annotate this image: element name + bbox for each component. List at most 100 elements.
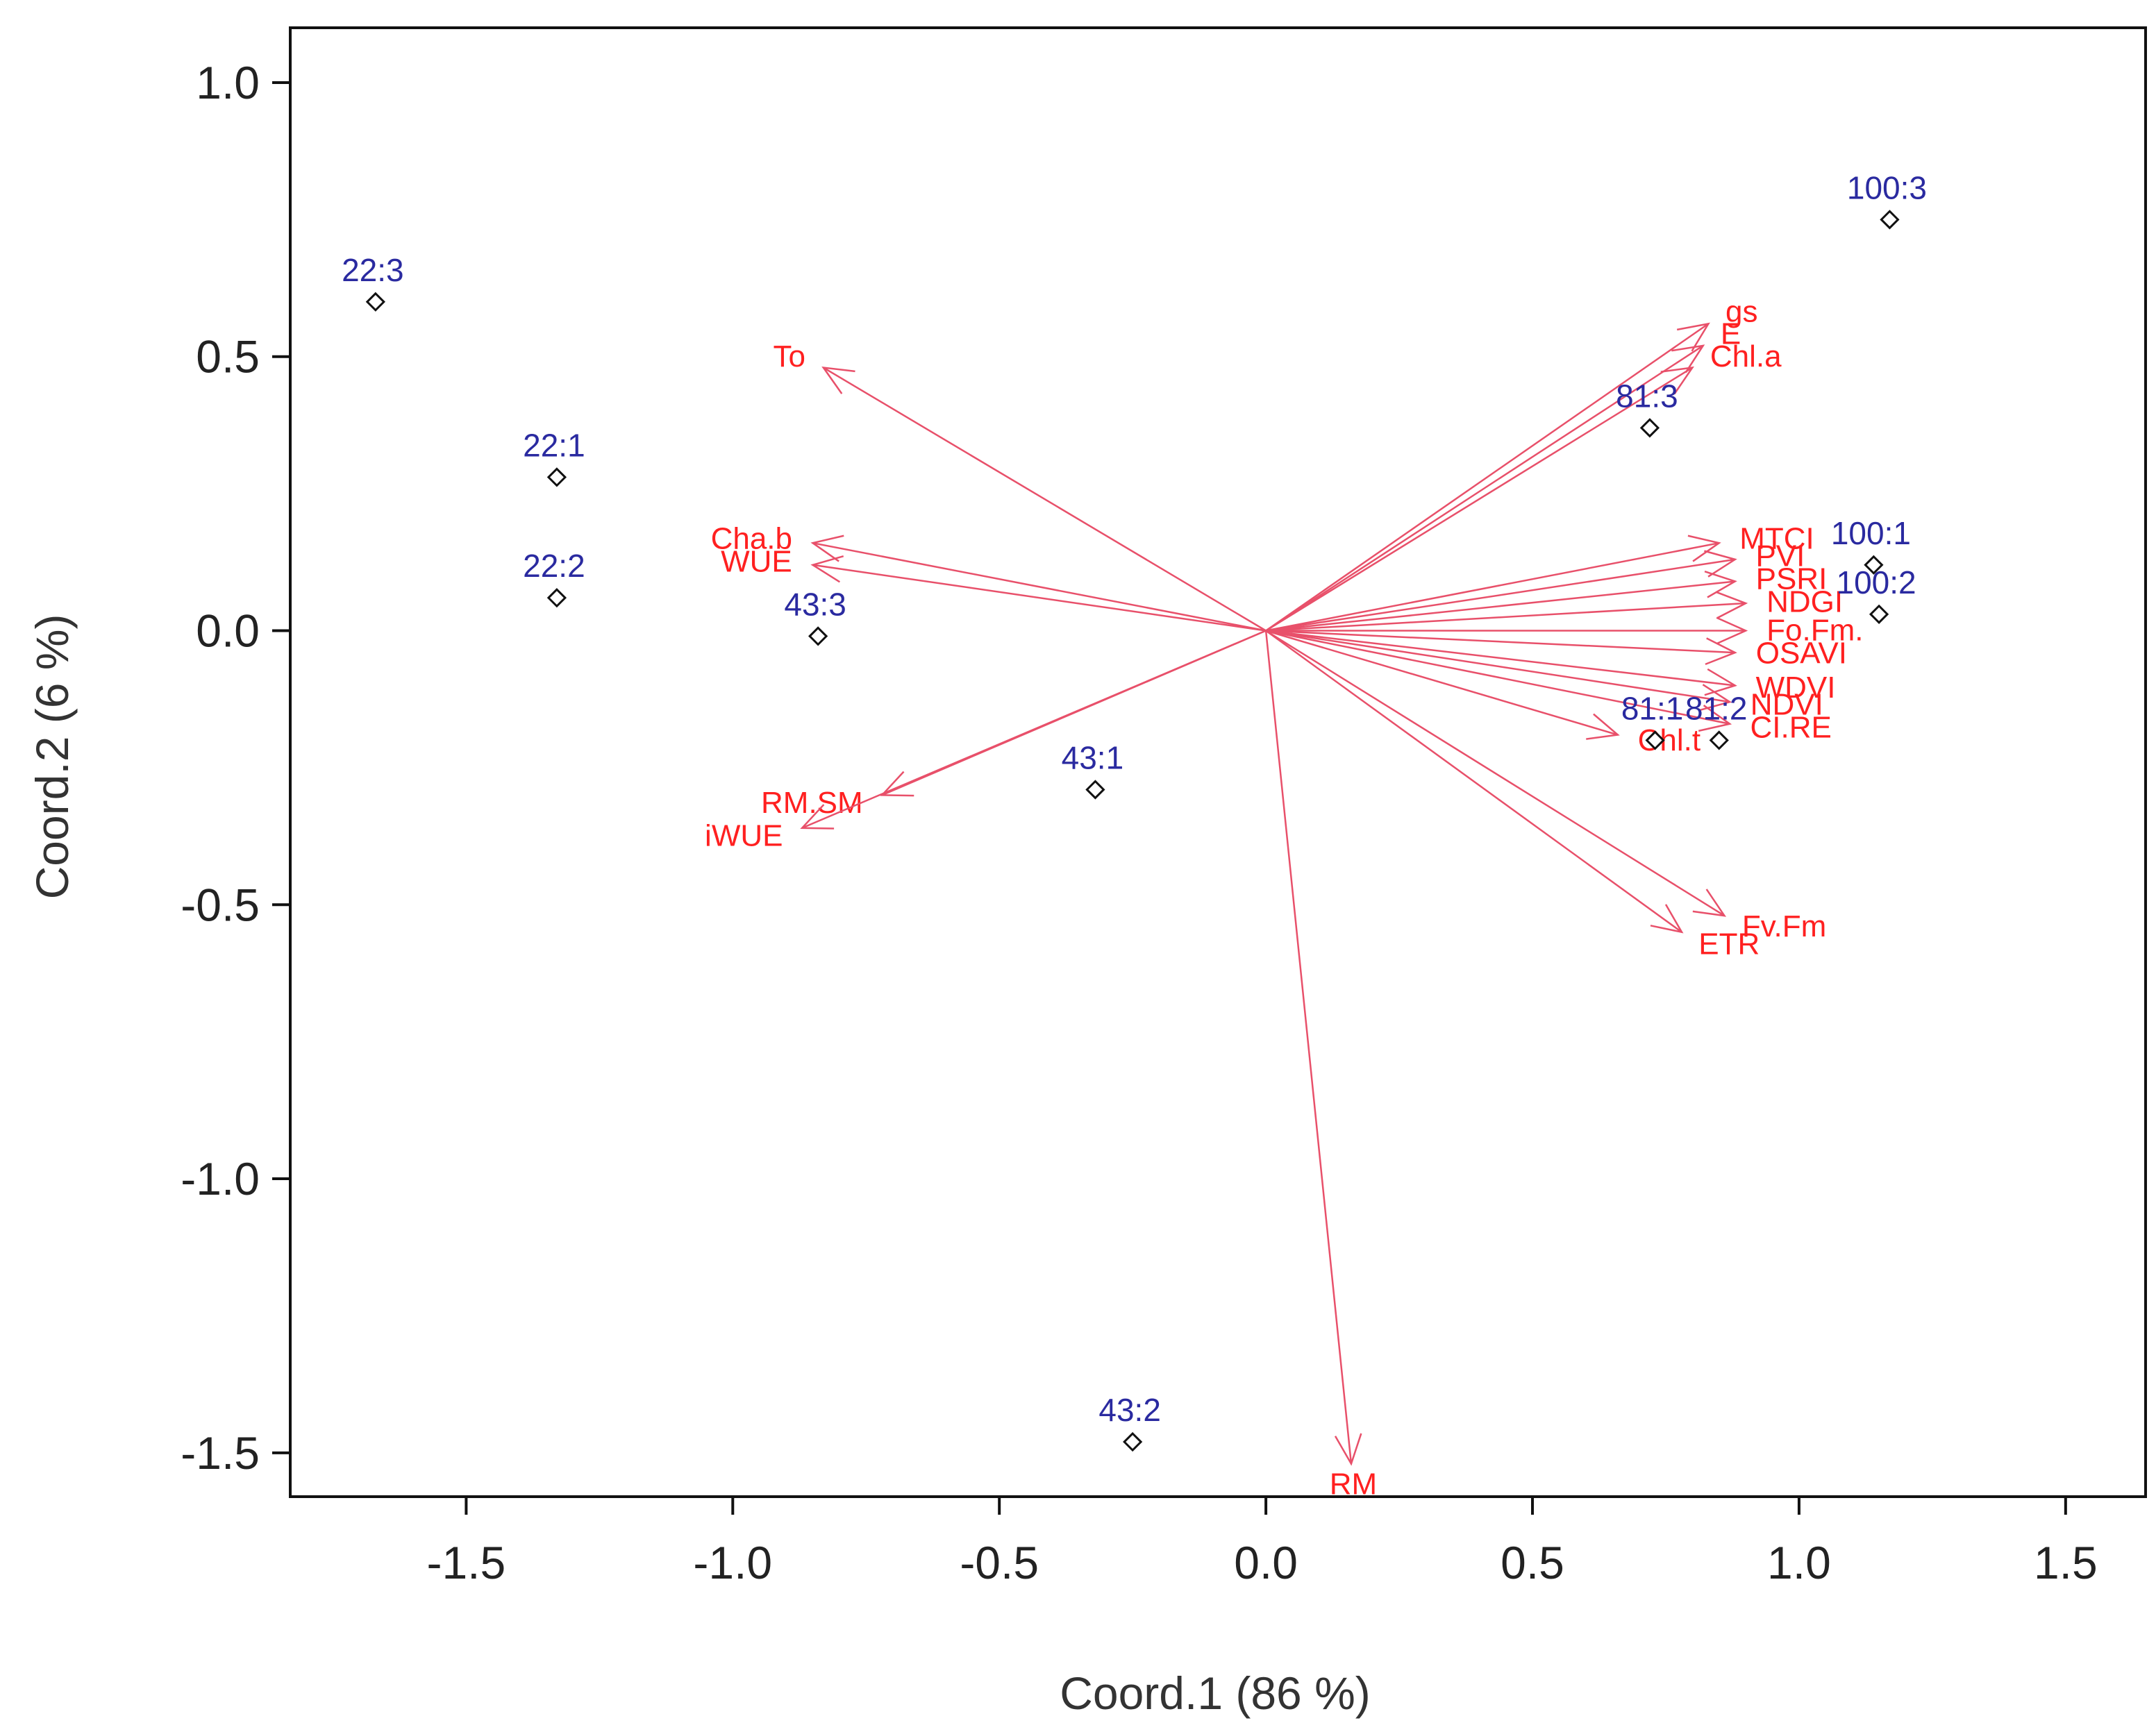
vector-arrowhead	[800, 804, 835, 830]
point-label: 43:1	[1062, 739, 1124, 775]
data-point	[1709, 730, 1729, 750]
point-label: 43:2	[1098, 1392, 1161, 1428]
vector-line	[1265, 344, 1704, 632]
vector-arrowhead	[810, 535, 844, 562]
data-point	[808, 626, 828, 646]
point-label: 100:1	[1831, 515, 1911, 551]
vector-arrowhead	[1716, 616, 1748, 645]
vector-line	[1265, 630, 1682, 933]
point-label: 22:1	[523, 427, 585, 463]
data-point	[1880, 210, 1900, 230]
vector-arrowhead	[1692, 889, 1727, 917]
vector-arrowhead	[1704, 550, 1737, 578]
vector-arrowhead	[1334, 1433, 1362, 1466]
vector-label: WDVI	[1756, 671, 1836, 705]
vector-label: MTCI	[1739, 521, 1814, 555]
vector-line	[1265, 630, 1735, 687]
vector-label: WUE	[721, 544, 792, 578]
data-point	[1085, 780, 1105, 800]
vector-arrowhead	[1660, 366, 1694, 395]
points-layer: 22:3 22:1 22:2 43:3 43:1 43:2 81:3 81:1 81:2 100:…	[342, 169, 1927, 1452]
vector-label: NDVI	[1750, 688, 1823, 722]
vector-line	[801, 630, 1267, 829]
vector-label: RM	[1330, 1467, 1377, 1501]
vector-label: ETR	[1698, 927, 1760, 961]
plot-frame	[289, 26, 2147, 1498]
data-point	[546, 467, 567, 487]
point-label: 43:3	[784, 586, 846, 622]
data-point	[1645, 730, 1665, 750]
vector-label: iWUE	[705, 818, 783, 852]
vector-line	[1265, 630, 1730, 703]
vectors-layer: ToCha.bWUERM.SMiWUEgsEChl.aMTCIPVIPSRIND…	[705, 294, 1863, 1501]
vector-label: Cha.b	[711, 521, 792, 555]
vector-label: Fv.Fm	[1742, 909, 1826, 943]
vector-label: gs	[1725, 294, 1757, 328]
x-tick-label: 1.0	[1767, 1537, 1831, 1588]
point-label: 22:3	[342, 252, 404, 288]
vector-arrowhead	[1715, 591, 1748, 619]
point-label: 22:2	[523, 548, 585, 584]
vector-line	[1266, 630, 1735, 654]
vector-arrowhead	[1676, 322, 1710, 352]
data-point	[365, 292, 385, 312]
x-tick-label: 0.0	[1234, 1537, 1298, 1588]
vector-line	[1265, 558, 1735, 632]
vector-arrowhead	[1705, 637, 1737, 666]
vector-line	[1265, 323, 1710, 632]
vector-label: Fo.Fm.	[1766, 614, 1863, 648]
vector-label: OSAVI	[1756, 636, 1847, 670]
y-tick-label: -0.5	[181, 879, 260, 930]
vector-line	[1265, 580, 1735, 632]
vector-line	[1265, 541, 1719, 632]
vector-label: PVI	[1755, 539, 1805, 573]
data-point	[1869, 604, 1889, 624]
vector-line	[1266, 602, 1746, 632]
vector-line	[812, 564, 1267, 632]
vector-label: Chl.a	[1710, 339, 1782, 373]
vector-label: RM.SM	[761, 786, 863, 820]
x-axis-title: Coord.1 (86 %)	[1060, 1667, 1371, 1719]
y-tick-label: -1.5	[181, 1427, 260, 1479]
x-tick-label: -1.5	[427, 1537, 506, 1588]
x-tick-label: -1.0	[693, 1537, 772, 1588]
vector-arrowhead	[1698, 684, 1732, 712]
vector-line	[1265, 630, 1619, 736]
x-tick-label: 0.5	[1501, 1537, 1564, 1588]
vector-label: NDGI	[1766, 585, 1843, 619]
x-tick-label: -0.5	[960, 1537, 1039, 1588]
data-point	[1864, 555, 1884, 575]
vector-arrowhead	[880, 771, 914, 797]
y-axis-title: Coord.2 (6 %)	[26, 614, 78, 900]
x-tick-label: 1.5	[2034, 1537, 2098, 1588]
vector-label: CI.RE	[1750, 711, 1832, 745]
vector-arrowhead	[1586, 713, 1620, 740]
y-tick-label: 1.0	[196, 57, 260, 108]
vector-arrowhead	[1650, 904, 1684, 934]
vector-arrowhead	[810, 555, 844, 583]
data-point	[1639, 418, 1660, 438]
point-label: 81:2	[1685, 690, 1748, 726]
x-axis: -1.5 -1.0 -0.5 0.0 0.5 1.0 1.5	[427, 1497, 2098, 1588]
vector-label: E	[1721, 317, 1741, 351]
point-label: 81:3	[1616, 378, 1678, 414]
vector-line	[823, 367, 1267, 632]
point-label: 100:2	[1837, 564, 1916, 600]
data-point	[546, 588, 567, 608]
vector-label: To	[774, 339, 805, 373]
y-tick-label: 0.5	[196, 331, 260, 382]
vector-arrowhead	[821, 366, 855, 394]
data-point	[1123, 1431, 1143, 1452]
point-label: 100:3	[1847, 169, 1927, 205]
y-tick-label: 0.0	[196, 605, 260, 657]
y-axis: 1.0 0.5 0.0 -0.5 -1.0 -1.5	[181, 57, 290, 1479]
vector-line	[1265, 630, 1725, 917]
vector-arrowhead	[1698, 705, 1732, 732]
vector-line	[812, 541, 1267, 632]
vector-arrowhead	[1687, 535, 1721, 562]
point-label: 81:1	[1621, 690, 1684, 726]
vector-arrowhead	[1671, 344, 1705, 373]
vector-line	[1265, 367, 1694, 632]
y-tick-label: -1.0	[181, 1153, 260, 1204]
